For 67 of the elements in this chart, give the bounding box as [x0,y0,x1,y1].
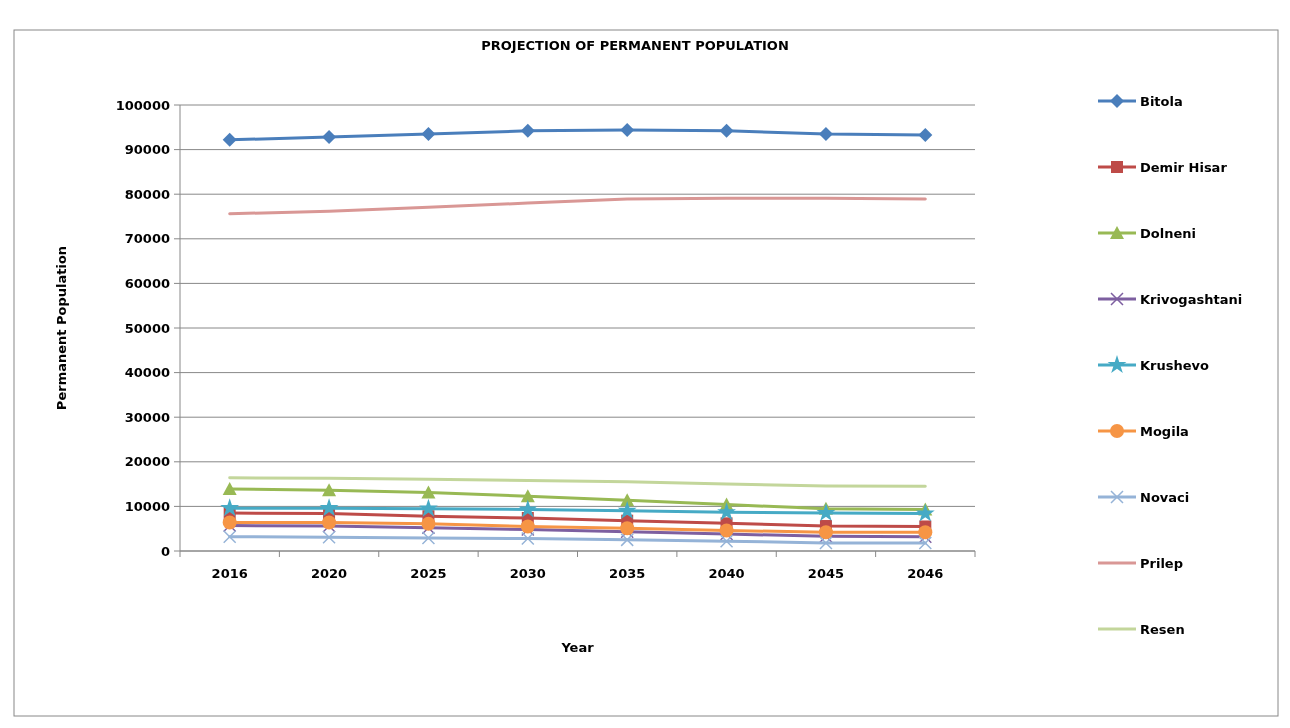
y-tick-label: 90000 [124,142,170,158]
x-tick-label: 2035 [609,566,646,581]
point [620,521,635,536]
point [322,515,337,530]
y-tick-label: 10000 [124,498,170,514]
legend-label: Demir Hisar [1140,159,1228,175]
point [818,525,833,540]
legend-label: Mogila [1140,423,1189,439]
point [620,533,634,547]
point [520,123,535,138]
point [915,503,935,522]
legend-label: Krushevo [1140,357,1210,373]
point [518,499,538,518]
x-tick-label: 2040 [708,566,745,581]
chart-title: PROJECTION OF PERMANENT POPULATION [481,38,789,53]
point [719,123,734,138]
point [222,529,237,544]
legend-label: Prilep [1140,555,1183,571]
legend-label: Resen [1140,621,1185,637]
x-tick-label: 2030 [509,566,546,581]
point [419,498,438,517]
legend-label: Dolneni [1140,225,1196,241]
line-series [228,196,927,216]
point [918,127,933,142]
point [520,489,535,503]
x-tick-label: 2020 [310,566,348,581]
point [717,502,736,521]
point [918,536,933,550]
point [421,516,436,531]
point [521,531,535,546]
point [421,126,436,141]
y-tick-label: 100000 [115,97,170,113]
y-tick-label: 20000 [124,454,170,470]
legend-label: Krivogashtani [1140,291,1243,307]
point [421,531,436,545]
y-tick-label: 80000 [124,186,170,202]
line-series [228,476,927,488]
point [421,485,436,499]
y-tick-label: 30000 [124,409,170,425]
y-tick-label: 0 [160,543,170,559]
point [620,122,635,137]
x-axis-title: Year [560,640,595,655]
point [220,498,240,517]
point [319,498,339,517]
point [322,530,336,544]
x-tick-label: 2046 [907,566,944,581]
point [617,500,637,519]
x-tick-label: 2025 [410,566,447,581]
y-axis-title: Permanent Population [54,245,69,411]
point [816,503,836,522]
x-tick-label: 2016 [211,566,248,581]
legend-label: Bitola [1140,93,1183,109]
point [222,132,237,147]
legend-label: Novaci [1140,489,1190,505]
y-tick-label: 70000 [124,231,170,247]
y-tick-label: 60000 [124,275,170,291]
point [819,536,833,550]
point [222,482,237,496]
y-tick-label: 50000 [124,320,170,336]
point [322,483,337,497]
x-tick-label: 2045 [807,566,845,581]
point [322,130,337,145]
point [918,525,933,540]
point [719,534,734,548]
point [818,126,833,141]
y-tick-label: 40000 [124,365,170,381]
point [719,523,734,538]
